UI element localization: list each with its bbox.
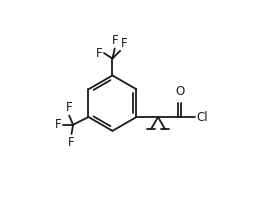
Text: F: F: [112, 34, 118, 47]
Text: F: F: [68, 136, 75, 148]
Text: F: F: [96, 47, 102, 60]
Text: O: O: [175, 85, 184, 98]
Text: F: F: [55, 118, 62, 131]
Text: Cl: Cl: [197, 111, 208, 124]
Text: F: F: [121, 37, 128, 50]
Text: F: F: [66, 101, 73, 114]
